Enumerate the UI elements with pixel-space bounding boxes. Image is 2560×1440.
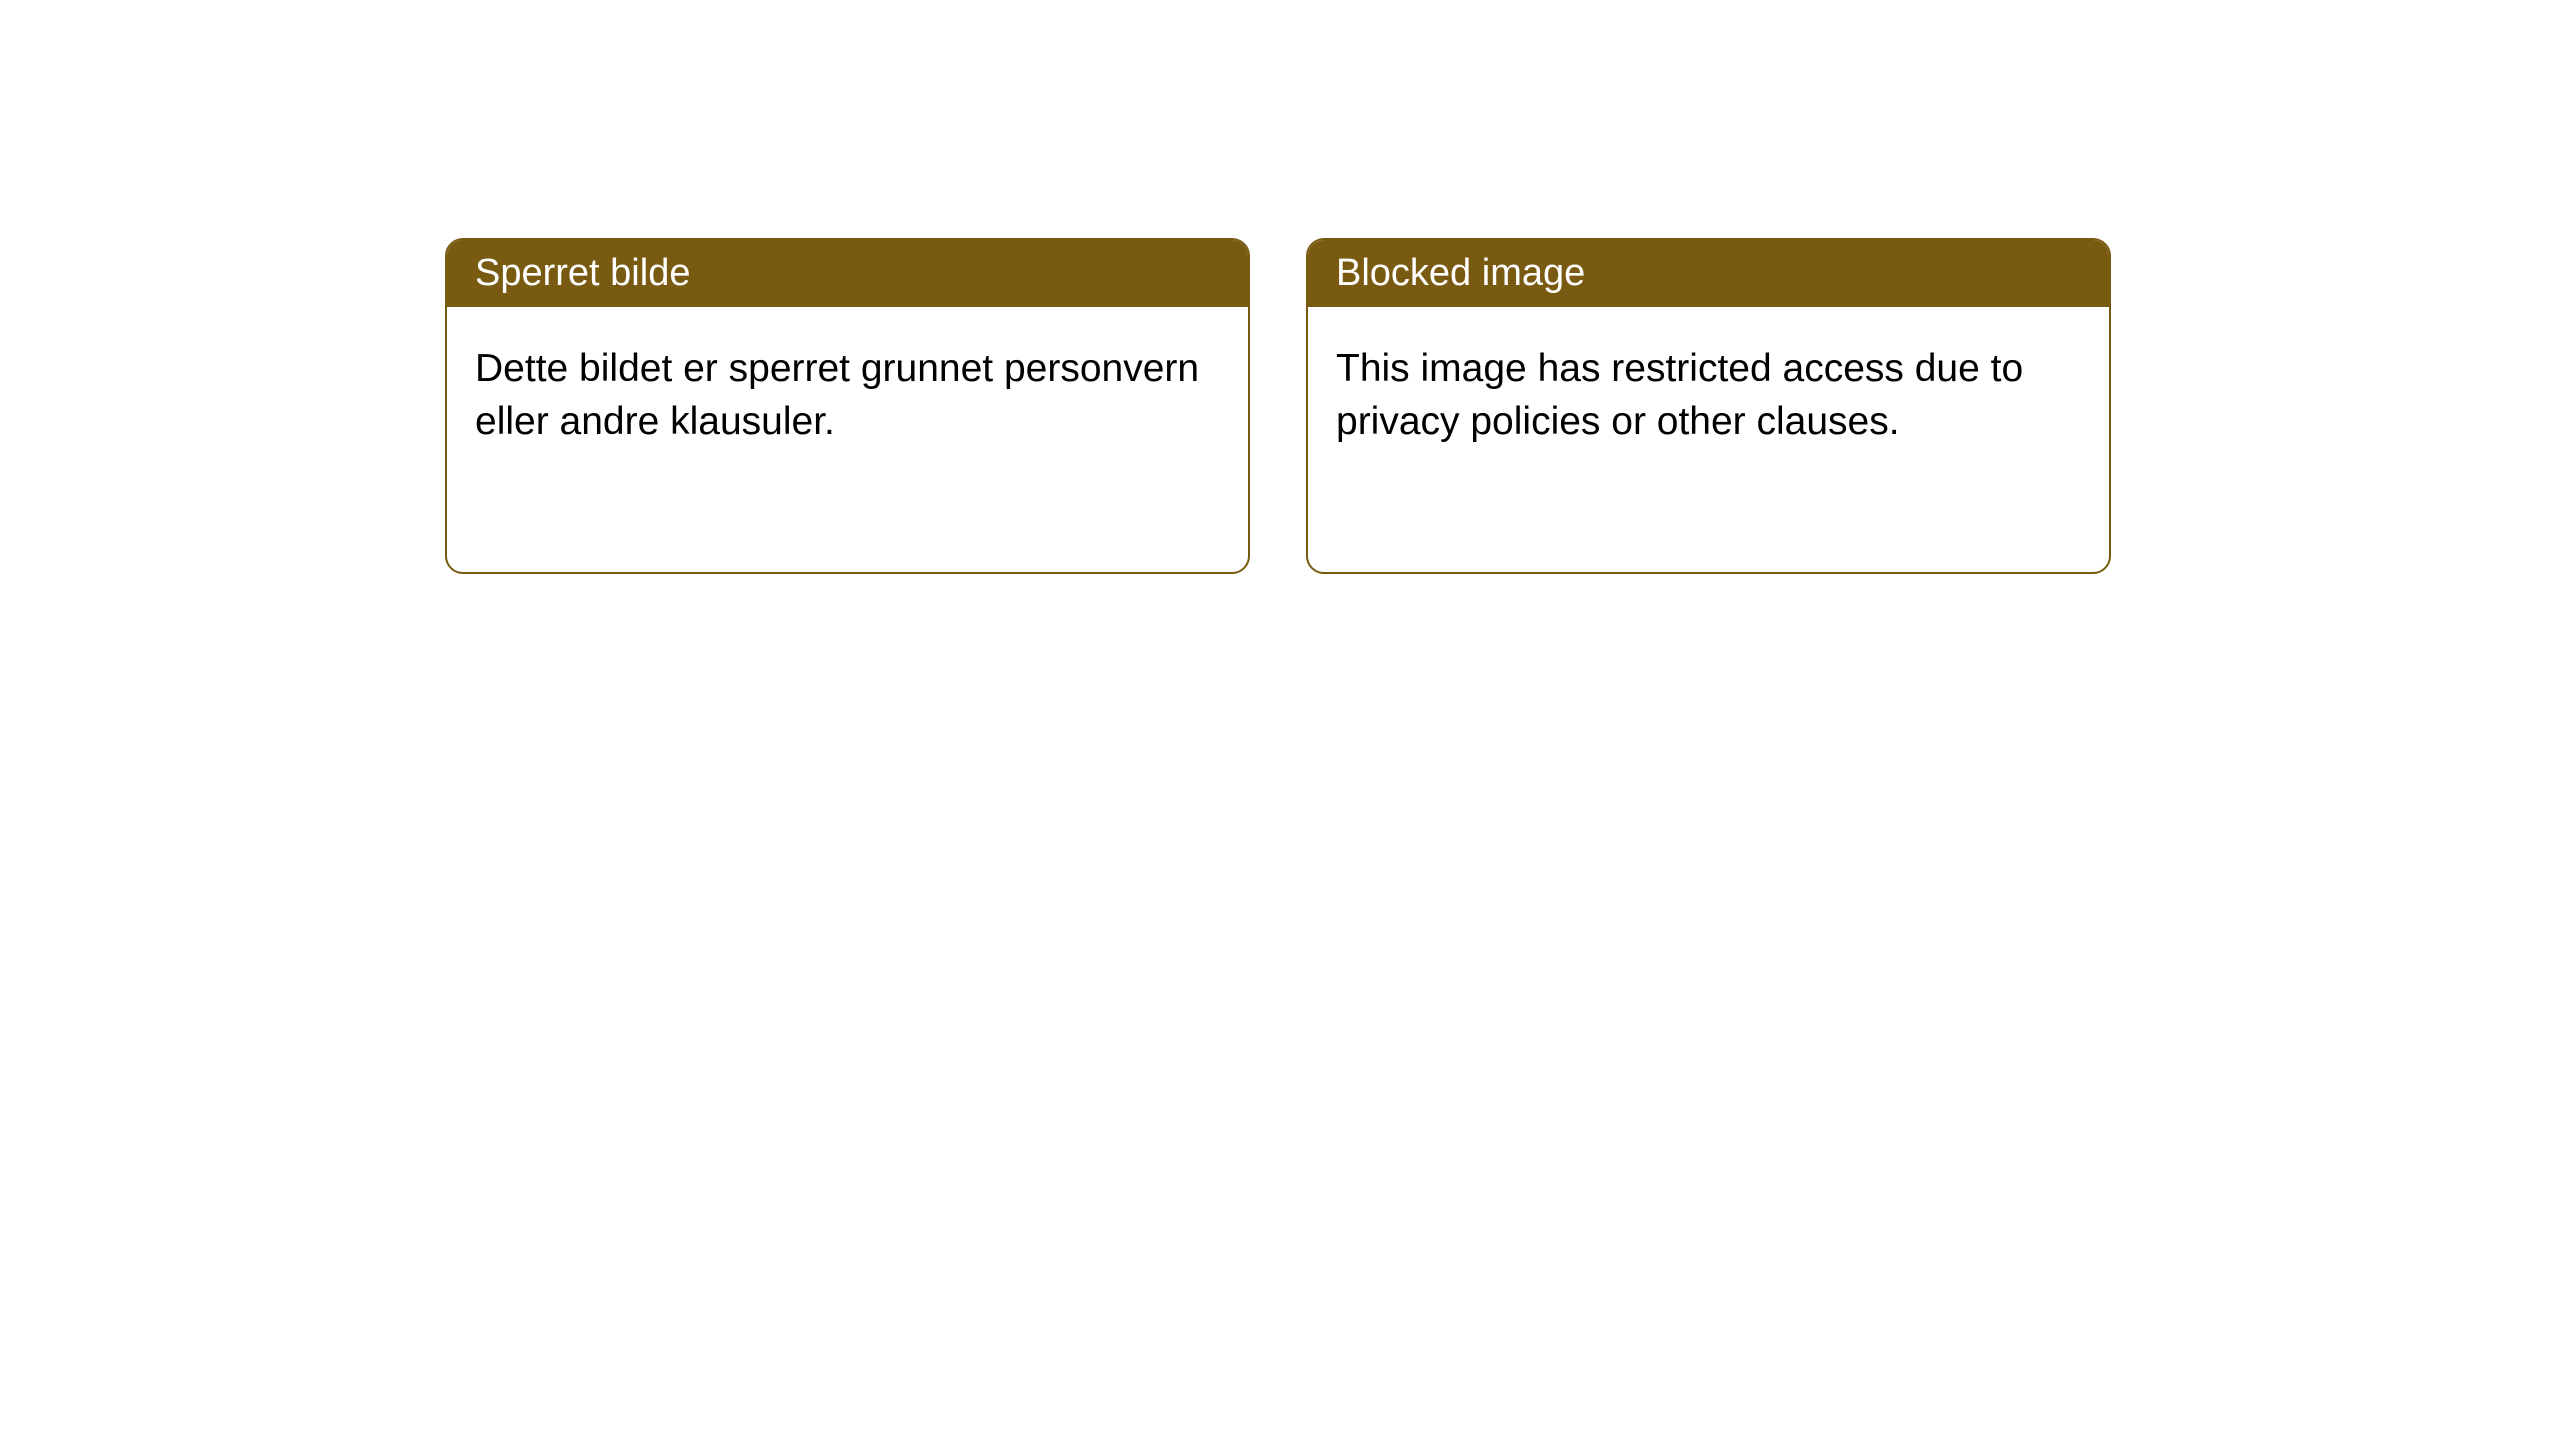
card-body-norwegian: Dette bildet er sperret grunnet personve… — [447, 307, 1248, 484]
card-body-text: Dette bildet er sperret grunnet personve… — [475, 347, 1199, 443]
cards-container: Sperret bilde Dette bildet er sperret gr… — [0, 0, 2560, 574]
card-body-english: This image has restricted access due to … — [1308, 307, 2109, 484]
blocked-image-card-norwegian: Sperret bilde Dette bildet er sperret gr… — [445, 238, 1250, 574]
card-header-english: Blocked image — [1308, 240, 2109, 307]
card-title: Sperret bilde — [475, 252, 690, 294]
card-header-norwegian: Sperret bilde — [447, 240, 1248, 307]
blocked-image-card-english: Blocked image This image has restricted … — [1306, 238, 2111, 574]
card-body-text: This image has restricted access due to … — [1336, 347, 2023, 443]
card-title: Blocked image — [1336, 252, 1585, 294]
